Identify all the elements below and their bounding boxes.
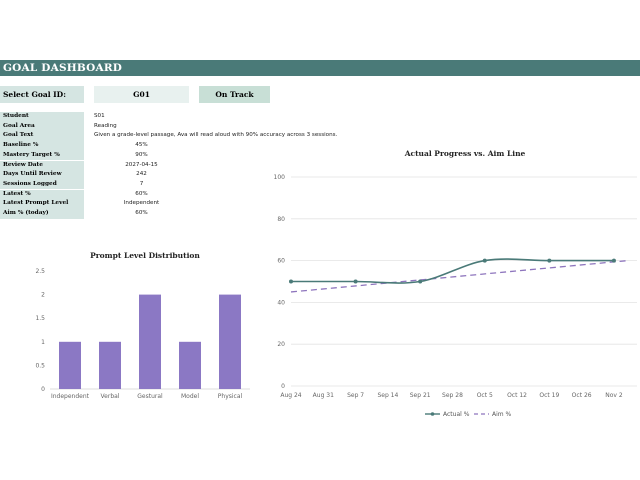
actual-point [289,279,293,284]
x-tick-label: Gestural [137,393,163,400]
info-row: Goal Text Given a grade-level passage, Av… [0,131,640,141]
info-value: 7 [139,180,144,187]
info-row: Student S01 [0,112,640,122]
info-key: Goal Text [0,131,84,141]
info-key: Days Until Review [0,170,84,180]
info-value: Given a grade-level passage, Ava will re… [94,132,338,139]
x-tick-label: Oct 26 [572,392,592,399]
y-tick-label: 40 [277,299,285,306]
y-tick-label: 0.5 [35,362,45,369]
bar [139,294,161,389]
y-tick-label: 2 [41,292,45,299]
x-tick-label: Independent [51,393,90,400]
info-row: Days Until Review 242 [0,170,640,180]
actual-point [611,258,616,263]
dashboard-title: GOAL DASHBOARD [3,62,123,74]
info-key: Latest % [0,189,84,200]
legend-actual-marker [430,412,435,416]
info-key: Latest Prompt Level [0,199,84,209]
info-value: Independent [123,200,160,207]
x-tick-label: Physical [218,393,243,400]
x-tick-label: Aug 24 [280,392,301,399]
info-key: Mastery Target % [0,150,84,161]
actual-point [482,258,487,263]
info-value: 45% [135,142,148,149]
status-badge: On Track [199,86,270,103]
info-row: Mastery Target % 90% [0,150,640,161]
info-row: Latest % 60% [0,189,640,200]
y-tick-label: 0 [281,383,285,390]
x-tick-label: Sep 7 [347,392,364,399]
x-tick-label: Sep 28 [442,392,463,399]
actual-point [353,279,358,284]
info-value: S01 [94,113,105,119]
progress-line-chart: 0 20 40 60 80 100 Aug 24 Aug 31 Sep 7 Sep 14 Sep 2… [274,174,637,418]
info-key: Baseline % [0,141,84,151]
x-tick-label: Model [181,393,199,400]
y-tick-label: 100 [274,174,286,181]
goal-id-selector[interactable]: G01 [94,86,189,103]
x-tick-label: Aug 31 [313,392,334,399]
info-key: Goal Area [0,121,84,132]
bar [179,341,201,389]
info-row: Latest Prompt Level Independent [0,199,640,209]
info-value: 90% [135,151,148,158]
bar [219,294,241,389]
bar [59,341,81,389]
info-key: Sessions Logged [0,179,84,190]
x-tick-label: Oct 5 [477,392,493,399]
info-value: 242 [136,171,147,178]
x-tick-label: Oct 12 [507,392,527,399]
bar [99,341,121,389]
info-value: 60% [135,190,148,197]
info-row: Goal Area Reading [0,121,640,132]
y-tick-label: 2.5 [35,268,45,275]
legend-actual-label: Actual % [443,411,470,418]
legend-aim-label: Aim % [492,411,512,418]
y-tick-label: 80 [277,216,285,223]
info-value: 2027-04-15 [125,161,158,168]
y-tick-label: 20 [277,341,285,348]
dashboard-banner: GOAL DASHBOARD [0,60,640,76]
info-key: Aim % (today) [0,209,84,219]
info-key: Review Date [0,160,84,171]
info-key: Student [0,112,84,122]
aim-line [290,259,628,293]
y-tick-label: 1.5 [35,315,45,322]
actual-line [290,258,614,284]
y-tick-label: 60 [277,258,285,265]
x-tick-label: Oct 19 [539,392,559,399]
line-chart-title: Actual Progress vs. Aim Line [404,149,526,158]
select-goal-label: Select Goal ID: [0,86,84,103]
info-value: Reading [94,122,117,129]
info-row: Aim % (today) 60% [0,209,640,219]
y-tick-label: 1 [41,339,45,346]
bar-chart-title: Prompt Level Distribution [90,251,200,260]
y-tick-label: 0 [41,386,45,393]
x-tick-label: Sep 21 [410,392,431,399]
x-tick-label: Verbal [101,393,120,400]
info-row: Review Date 2027-04-15 [0,160,640,171]
x-tick-label: Nov 2 [605,392,623,399]
prompt-level-bar-chart: 0 0.5 1 1.5 2 2.5 Independent Verbal Gestural Mod… [35,268,250,400]
x-tick-label: Sep 14 [377,392,398,399]
info-row: Baseline % 45% [0,141,640,151]
actual-point [418,279,423,284]
info-row: Sessions Logged 7 [0,179,640,190]
actual-point [547,258,552,263]
info-value: 60% [135,210,148,216]
